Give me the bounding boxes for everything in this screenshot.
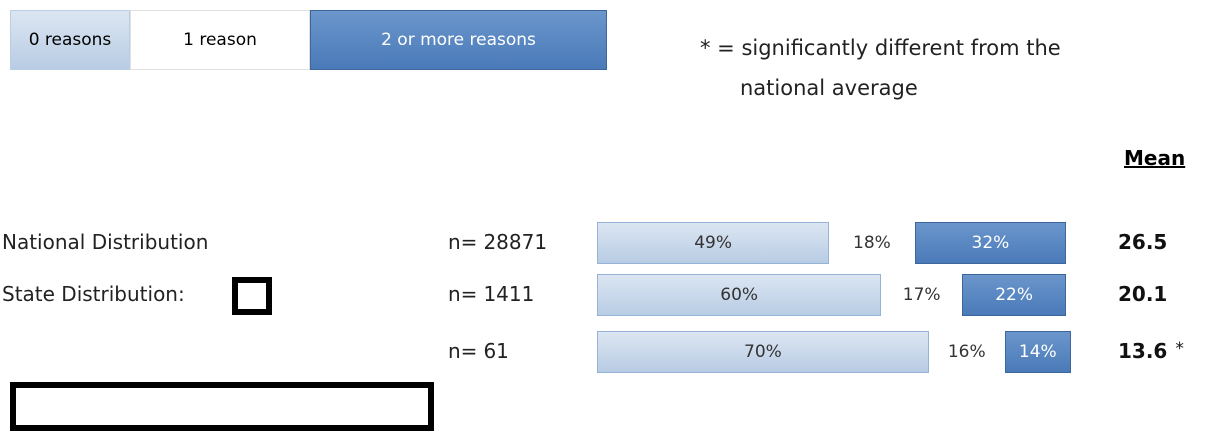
bar-segment: 18% [829,222,915,264]
bar-segment: 32% [914,222,1067,264]
n-label: n= 61 [448,339,509,363]
bar-segment: 60% [597,274,882,316]
value-label: 70% [744,342,782,362]
legend-label: 1 reason [183,30,257,50]
n-prefix: n= [448,282,478,306]
value-label: 60% [720,285,759,305]
value-label: 32% [971,233,1010,253]
n-value: 28871 [483,230,548,254]
n-label: n= 28871 [448,230,547,254]
redaction-box [232,277,272,315]
legend-swatch: 0 reasons [10,10,130,70]
category-label: National Distribution [2,230,209,254]
value-label: 49% [694,233,733,253]
mean: 13.6 * [1118,339,1184,363]
bar-segment: 22% [961,274,1067,316]
bar-segment: 70% [597,331,929,373]
category-label: State Distribution: [2,282,185,306]
bar-segment: 17% [881,274,962,316]
value-label: 18% [853,233,891,253]
mean-value: 26.5 [1118,230,1168,254]
n-prefix: n= [448,339,478,363]
legend-label: 2 or more reasons [381,30,536,50]
value-label: 14% [1018,342,1057,362]
legend-swatch: 2 or more reasons [310,10,607,70]
value-label: 17% [902,285,941,305]
bar-segment: 14% [1004,331,1071,373]
note: * = significantly different from the nat… [700,36,1061,100]
value-label: 16% [947,342,986,362]
mean: 26.5 [1118,230,1167,254]
bar-segment: 16% [928,331,1005,373]
n-value: 61 [483,339,509,363]
bar-segment: 49% [597,222,830,264]
n-prefix: n= [448,230,478,254]
redaction-box [10,382,434,431]
n-label: n= 1411 [448,282,534,306]
n-value: 1411 [483,282,535,306]
legend-swatch: 1 reason [130,10,310,70]
mean-header: Mean [1124,146,1186,170]
mean: 20.1 [1118,282,1167,306]
significance-flag: * [1175,339,1184,359]
mean-value: 13.6 [1118,339,1168,363]
mean-value: 20.1 [1118,282,1168,306]
legend-label: 0 reasons [28,30,112,50]
value-label: 22% [995,285,1033,305]
